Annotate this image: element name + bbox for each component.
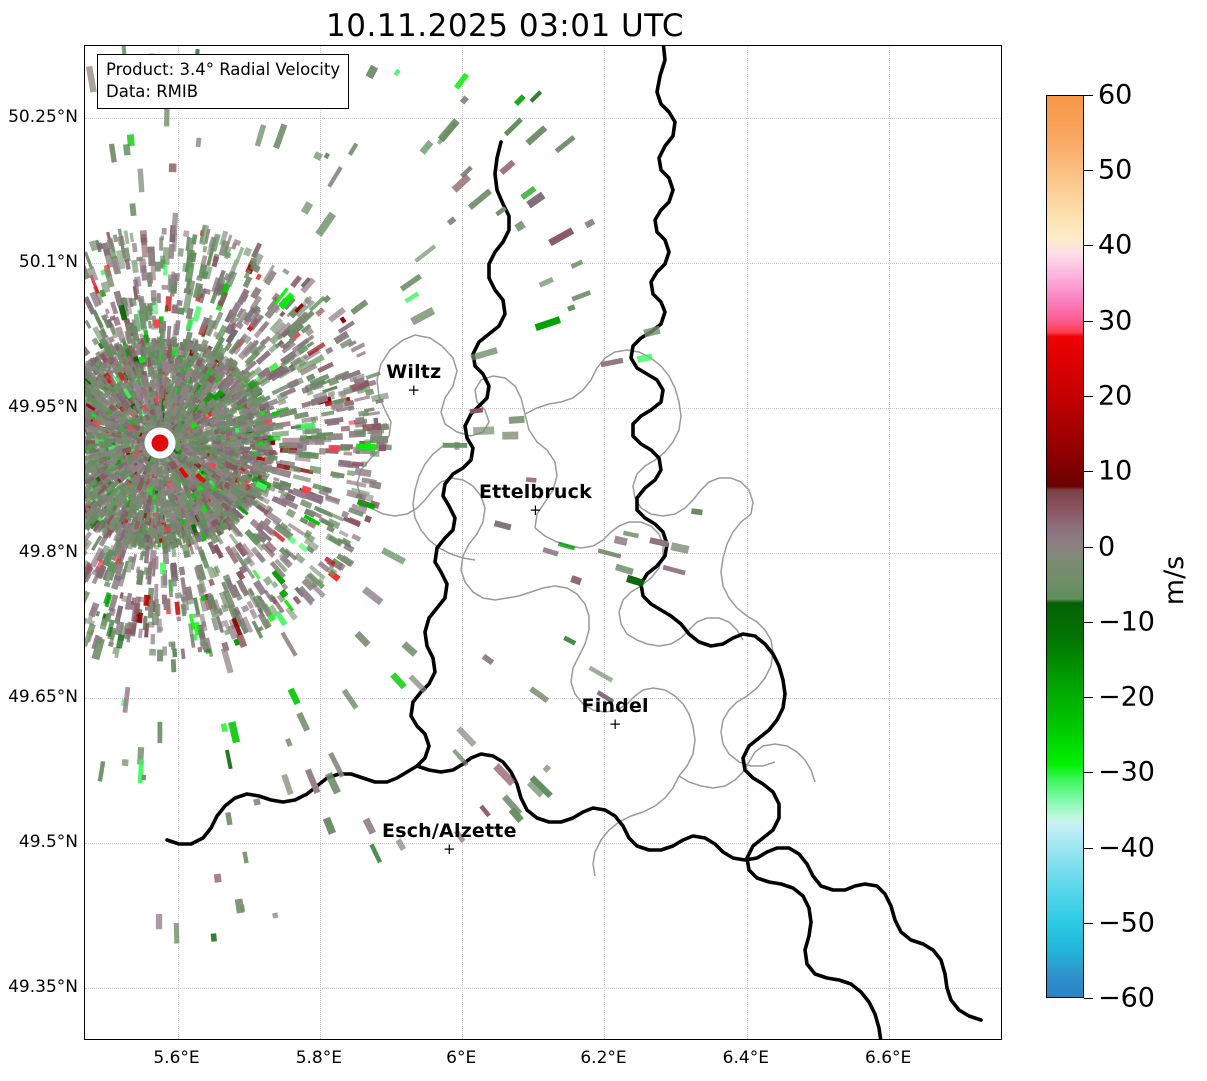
radar-echo-pixel [115, 405, 121, 410]
radar-echo-pixel [165, 368, 171, 373]
radar-echo-pixel [163, 501, 170, 507]
gridline-horizontal [85, 118, 1001, 120]
radar-echo-pixel [160, 519, 166, 523]
country-borders [165, 46, 983, 1039]
radar-echo-pixel [239, 446, 251, 452]
radar-echo-pixel [174, 342, 180, 348]
radar-echo-pixel [149, 341, 155, 352]
radar-map-plot: Wiltz + Ettelbruck + Findel + Esch/Alzette + Pr… [84, 45, 1002, 1040]
radar-echo-pixel [216, 434, 222, 441]
radar-echo-pixel [163, 507, 168, 516]
radar-echo-pixel [152, 494, 157, 500]
radar-echo-pixel [148, 386, 153, 392]
radar-echo-pixel [148, 351, 154, 357]
radar-echo-pixel [159, 524, 165, 533]
gridline-horizontal [85, 987, 1001, 989]
radar-echo-pixel [171, 348, 178, 357]
radar-echo-pixel [171, 535, 176, 540]
radar-echo-pixel [177, 350, 181, 355]
radar-echo-pixel [107, 368, 114, 376]
radar-echo-pixel [158, 368, 162, 375]
gridline-horizontal [85, 553, 1001, 555]
gridline-horizontal [85, 263, 1001, 265]
radar-echo-pixel [155, 394, 161, 404]
district-boundaries [356, 334, 816, 877]
radar-echo-pixel [154, 528, 159, 540]
gridline-vertical [746, 46, 748, 1039]
gridline-horizontal [85, 842, 1001, 844]
radar-echo-pixel [164, 528, 170, 532]
geography-layer [85, 46, 983, 1039]
radar-echo-pixel [225, 430, 233, 437]
gridline-vertical [604, 46, 606, 1039]
gridline-vertical [889, 46, 891, 1039]
radar-echo-pixel [133, 444, 139, 450]
gridline-horizontal [85, 408, 1001, 410]
radar-echo-pixel [85, 455, 88, 463]
radar-echo-pixel [85, 441, 86, 445]
gridline-vertical [462, 46, 464, 1039]
radar-echo-pixel [223, 441, 230, 445]
radar-echo-pixel [157, 542, 161, 548]
radar-echo-pixel [151, 482, 156, 487]
radar-echo-pixel [161, 487, 165, 492]
radar-echo-pixel [212, 440, 221, 444]
radar-echo-pixel [162, 361, 166, 369]
radar-echo-pixel [86, 431, 93, 439]
radar-echo-layer [85, 46, 703, 944]
radar-echo-pixel [166, 518, 171, 523]
radar-echo-pixel [159, 507, 164, 513]
radar-echo-pixel [149, 543, 154, 550]
radar-echo-pixel [258, 441, 264, 445]
radar-echo-pixel [175, 530, 180, 536]
radar-echo-pixel [247, 437, 252, 444]
radar-echo-pixel [191, 440, 198, 445]
page-title: 10.11.2025 03:01 UTC [326, 8, 684, 44]
radar-echo-pixel [87, 443, 97, 449]
gridline-vertical [319, 46, 321, 1039]
radar-echo-pixel [162, 469, 168, 476]
map-canvas: Wiltz + Ettelbruck + Findel + Esch/Alzette + Pr… [85, 46, 1001, 1039]
radar-echo-pixel [172, 470, 181, 484]
